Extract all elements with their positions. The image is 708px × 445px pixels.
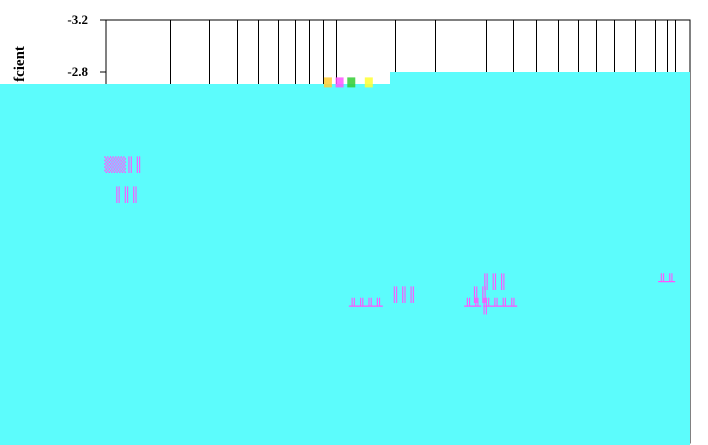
data-point: ╨╨║ bbox=[463, 297, 489, 315]
y-tick-label: -2.8 bbox=[67, 64, 88, 79]
data-point: ╨╨╨╨ bbox=[482, 298, 517, 315]
overlay-notch bbox=[390, 72, 690, 86]
cyan-overlay bbox=[0, 84, 690, 445]
data-point: ║║║ bbox=[391, 286, 416, 304]
highlight-marker bbox=[335, 77, 344, 88]
data-markers: ▒▒║║║║║║║║╨╨╨╨║║║║║╨╨║╨╨╨╨╨╨ bbox=[104, 156, 675, 316]
y-tick-layer: -3.2 -2.8 bbox=[67, 12, 106, 79]
data-point: ║║║ bbox=[482, 273, 507, 291]
highlight-marker bbox=[323, 77, 332, 88]
y-tick-label: -3.2 bbox=[67, 12, 88, 27]
data-point: ╨╨╨╨ bbox=[348, 298, 383, 315]
data-point: ▒▒║║ bbox=[104, 156, 142, 174]
data-point: ║║║ bbox=[114, 185, 139, 203]
data-point: ╨╨ bbox=[657, 274, 675, 291]
highlight-marker bbox=[347, 77, 356, 88]
data-point: ║║ bbox=[471, 286, 488, 304]
y-axis-title: fcient bbox=[12, 46, 28, 82]
highlight-marker bbox=[364, 77, 373, 88]
highlight-markers bbox=[323, 77, 373, 88]
